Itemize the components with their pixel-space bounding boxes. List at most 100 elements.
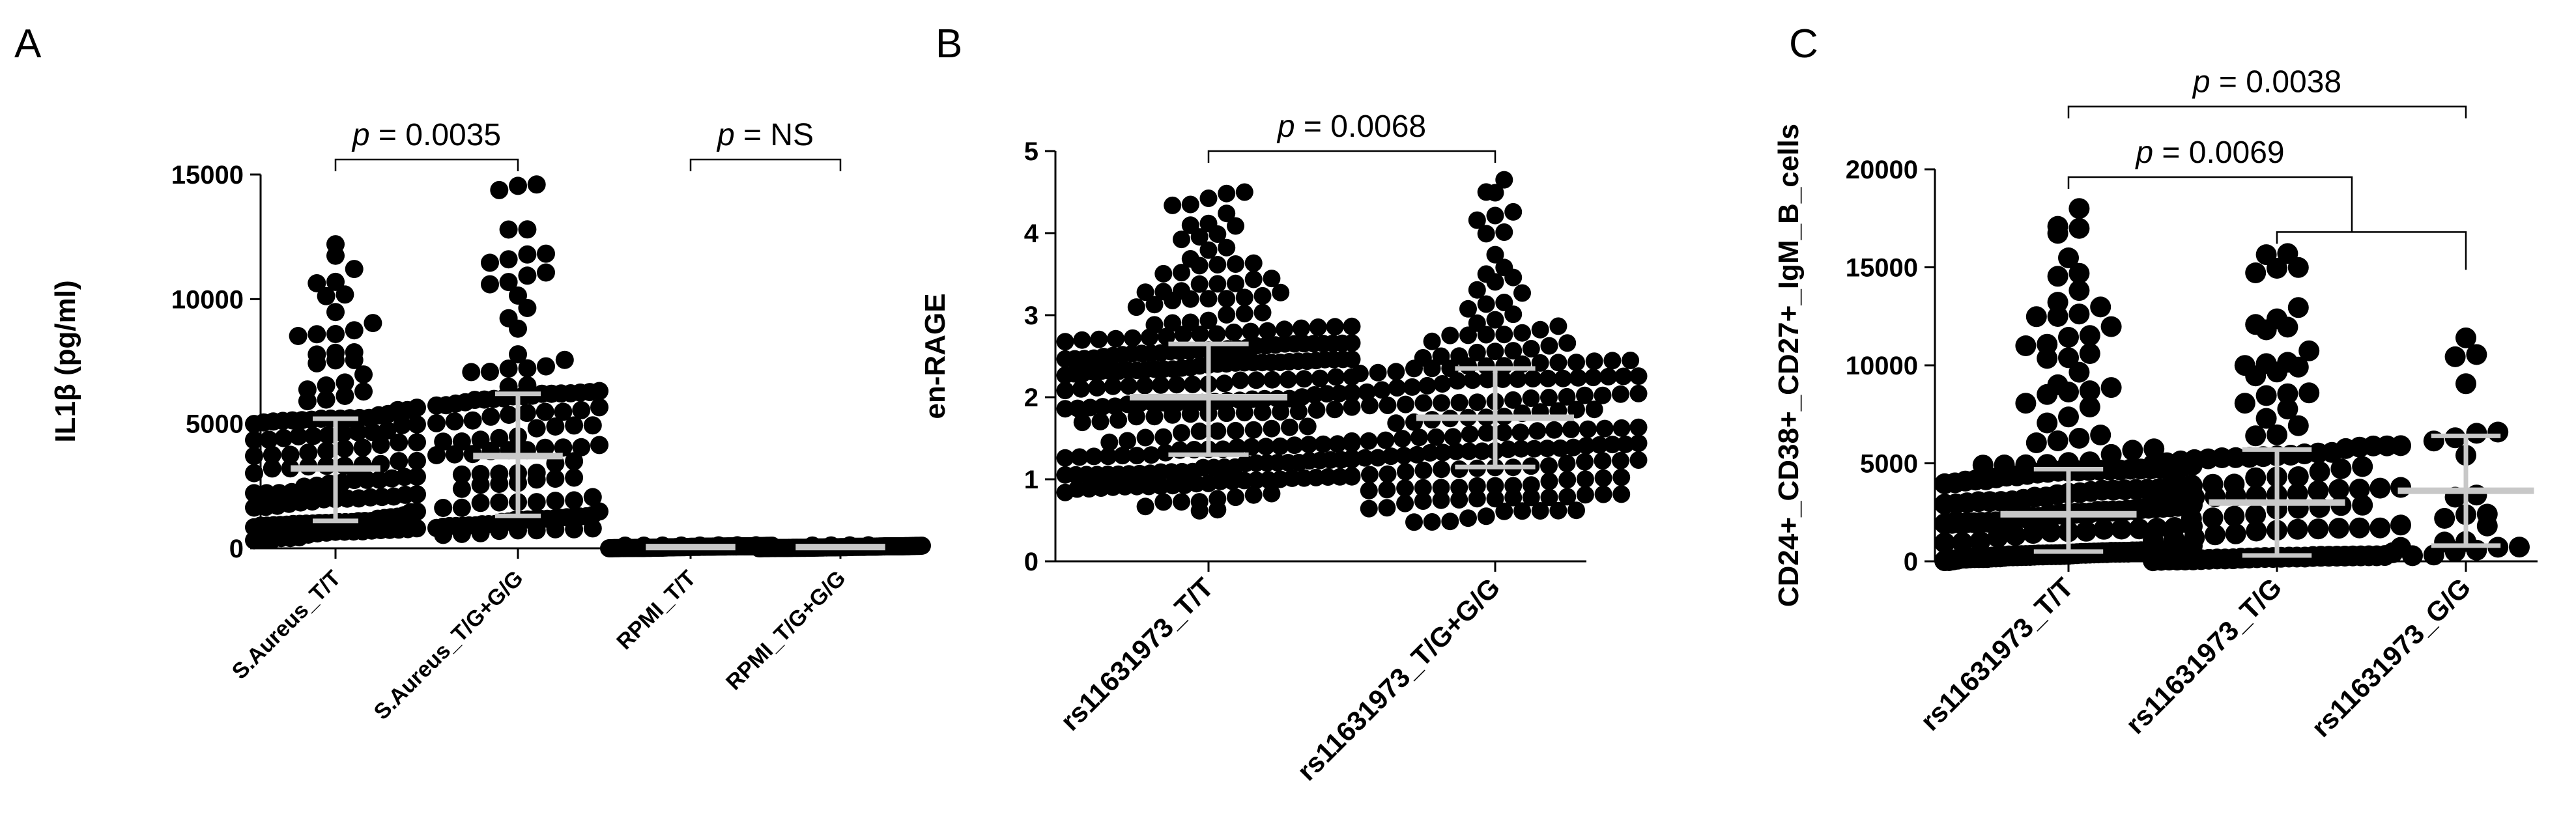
data-point (1119, 432, 1136, 450)
data-point (1173, 424, 1190, 442)
data-point (2079, 343, 2100, 364)
group-2 (2397, 327, 2534, 567)
data-point (326, 246, 345, 265)
data-point (1562, 420, 1580, 438)
data-point (1522, 340, 1540, 357)
data-point (1235, 404, 1253, 422)
data-point (2111, 518, 2132, 540)
data-point (2245, 467, 2267, 488)
data-point (1218, 404, 1236, 423)
data-point (2143, 438, 2165, 460)
panel-letter: A (14, 21, 42, 66)
data-point (2090, 296, 2111, 318)
data-point (1289, 402, 1308, 421)
data-point (1414, 394, 1433, 412)
data-point (1209, 256, 1227, 273)
data-point (509, 286, 527, 305)
data-point (1494, 370, 1512, 388)
data-point (554, 438, 573, 457)
y-tick-label: 0 (1024, 548, 1038, 576)
y-tick-label: 5000 (186, 410, 244, 439)
data-point (2487, 421, 2509, 443)
x-tick-label: rs11631973_T/G+G/G (1291, 572, 1506, 787)
data-point (1531, 320, 1549, 339)
data-point (2390, 477, 2411, 498)
data-point (1292, 319, 1310, 337)
panel-B: B 0 1 2 3 4 5 en-RAGE rs11631973_T/T rs11631973_T… (919, 21, 1648, 787)
data-point (1285, 436, 1304, 455)
data-point (2202, 507, 2224, 529)
data-point (546, 520, 565, 539)
data-point (2277, 399, 2298, 420)
data-point (434, 432, 453, 451)
data-point (1257, 438, 1275, 456)
data-point (257, 484, 276, 503)
data-point (1461, 425, 1479, 443)
data-point (1085, 447, 1103, 466)
data-point (263, 459, 281, 478)
data-point (1444, 428, 1462, 446)
data-point (565, 416, 584, 435)
data-point (2267, 361, 2287, 383)
data-point (336, 373, 354, 392)
data-point (1540, 389, 1558, 406)
data-point (1495, 502, 1513, 520)
data-point (2068, 217, 2090, 239)
data-point (427, 414, 446, 432)
data-point (481, 407, 500, 426)
data-point (1120, 377, 1138, 395)
data-point (1395, 447, 1413, 465)
data-point (408, 451, 426, 470)
data-point (572, 438, 591, 456)
data-point (1504, 203, 1523, 221)
data-point (2466, 344, 2487, 365)
data-point (2308, 518, 2329, 540)
data-point (2352, 456, 2373, 477)
data-point (1486, 311, 1504, 329)
data-point (1281, 418, 1298, 436)
significance-bracket: p = 0.0069 (2067, 135, 2467, 270)
data-point (1495, 326, 1513, 344)
panel-A: A 0 5000 10000 15000 IL1β (pg/ml) S.Aureus_T/T… (14, 21, 931, 725)
data-point (1478, 371, 1496, 389)
data-point (527, 175, 546, 194)
data-point (434, 526, 453, 544)
data-point (499, 359, 518, 378)
data-point (1113, 447, 1132, 465)
data-point (1199, 290, 1218, 308)
data-point (1396, 494, 1414, 512)
data-point (1477, 326, 1495, 344)
data-point (1209, 275, 1227, 293)
group-1 (2143, 243, 2411, 572)
data-point (1300, 436, 1318, 454)
data-point (408, 502, 426, 521)
data-point (1199, 189, 1218, 207)
data-point (509, 345, 527, 364)
data-point (1397, 395, 1414, 414)
data-point (308, 354, 326, 372)
data-point (518, 299, 537, 317)
data-point (1343, 334, 1361, 352)
data-point (1209, 422, 1227, 440)
data-point (1199, 241, 1218, 259)
data-point (1263, 371, 1281, 389)
data-point (1468, 211, 1486, 229)
data-point (1513, 502, 1531, 520)
data-point (274, 428, 293, 447)
data-point (1612, 485, 1631, 503)
data-point (2068, 198, 2090, 219)
data-point (1235, 183, 1253, 201)
data-point (2128, 518, 2150, 540)
data-point (354, 382, 373, 401)
data-point (1418, 376, 1437, 395)
data-point (1612, 468, 1631, 486)
data-point (2015, 393, 2037, 414)
data-point (1564, 438, 1582, 456)
data-point (2509, 537, 2530, 558)
data-point (2143, 492, 2164, 513)
data-point (1145, 408, 1164, 426)
data-point (1271, 437, 1289, 455)
y-axis-label: CD24+_CD38+_CD27+_IgM_B_cells (1773, 124, 1805, 607)
x-tick-label: RPMI_T/T (612, 566, 701, 655)
data-point (245, 447, 263, 466)
